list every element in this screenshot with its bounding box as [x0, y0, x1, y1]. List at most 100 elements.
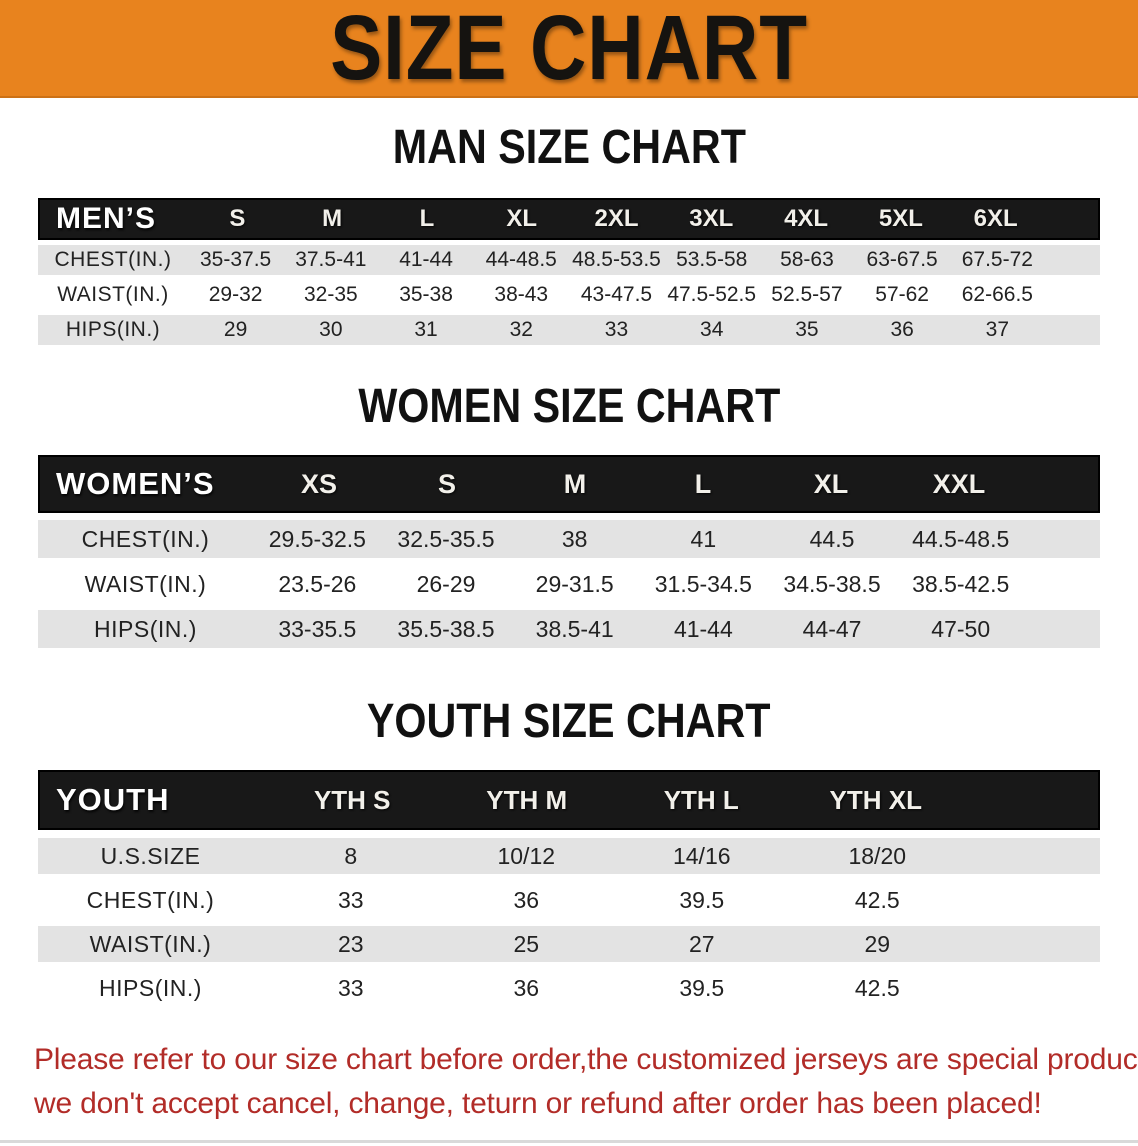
column-header: YTH M: [486, 784, 568, 815]
disclaimer-text: Please refer to our size chart before or…: [0, 1038, 1138, 1126]
size-value: 23.5-26: [278, 570, 357, 597]
size-value: 35: [795, 318, 819, 341]
size-value: 8: [344, 842, 358, 869]
section-men: MAN SIZE CHART MEN’S S M L XL 2XL 3XL 4XL 5XL 6XL…: [0, 124, 1138, 345]
row-label: CHEST(IN.): [54, 248, 172, 271]
disclaimer-line-1: Please refer to our size chart before or…: [34, 1043, 1138, 1076]
size-value: 38.5-41: [535, 615, 614, 642]
size-chart-banner: SIZE CHART: [0, 0, 1138, 98]
size-value: 30: [319, 318, 343, 341]
table-row: WAIST(IN.) 23.5-26 26-29 29-31.5 31.5-34.5 34…: [38, 565, 1100, 603]
size-value: 36: [513, 886, 540, 913]
row-label: WAIST(IN.): [57, 283, 169, 306]
size-value: 37.5-41: [295, 248, 367, 271]
size-value: 43-47.5: [580, 283, 653, 306]
size-value: 38: [561, 525, 588, 552]
size-value: 29-32: [208, 283, 263, 306]
table-row: CHEST(IN.) 29.5-32.5 32.5-35.5 38 41 44.5 44.5…: [38, 520, 1100, 558]
men-size-table: MEN’S S M L XL 2XL 3XL 4XL 5XL 6XL CHEST(IN.) 35-37…: [38, 198, 1100, 345]
size-value: 10/12: [497, 842, 556, 869]
size-value: 27: [688, 930, 715, 957]
column-header: L: [694, 468, 712, 499]
size-value: 35-38: [399, 283, 453, 306]
size-value: 34.5-38.5: [783, 570, 881, 597]
size-value: 58-63: [780, 248, 834, 271]
column-header: XL: [813, 468, 849, 499]
size-value: 36: [513, 974, 540, 1001]
size-value: 47.5-52.5: [667, 283, 757, 306]
size-value: 39.5: [679, 974, 725, 1001]
table-header-row: WOMEN’S XS S M L XL XXL: [38, 455, 1100, 513]
disclaimer-line-2: we don't accept cancel, change, teturn o…: [34, 1087, 1042, 1120]
column-header: YTH L: [663, 784, 739, 815]
size-value: 29-31.5: [535, 570, 614, 597]
size-value: 35.5-38.5: [397, 615, 495, 642]
size-value: 48.5-53.5: [572, 248, 661, 271]
size-value: 41-44: [399, 248, 453, 271]
size-value: 14/16: [672, 842, 731, 869]
size-value: 44.5: [809, 525, 855, 552]
size-value: 29: [864, 930, 891, 957]
size-value: 41-44: [673, 615, 733, 642]
size-value: 31: [414, 318, 438, 341]
size-value: 37: [985, 318, 1010, 341]
size-value: 26-29: [416, 570, 476, 597]
column-header: XXL: [932, 468, 986, 499]
row-label: HIPS(IN.): [94, 615, 197, 642]
row-label: HIPS(IN.): [65, 318, 161, 341]
column-header: L: [419, 205, 435, 232]
size-value: 32: [509, 318, 533, 341]
column-header: S: [229, 205, 246, 232]
table-row: HIPS(IN.) 33 36 39.5 42.5: [38, 970, 1100, 1006]
size-value: 18/20: [848, 842, 907, 869]
section-women: WOMEN SIZE CHART WOMEN’S XS S M L XL XXL CHEST(…: [0, 383, 1138, 648]
size-value: 33: [604, 318, 629, 341]
size-value: 29: [223, 318, 248, 341]
size-value: 36: [890, 318, 914, 341]
size-value: 23: [337, 930, 364, 957]
size-value: 38.5-42.5: [912, 570, 1010, 597]
column-header: 3XL: [689, 205, 734, 232]
size-value: 25: [513, 930, 540, 957]
table-row: WAIST(IN.) 23 25 27 29: [38, 926, 1100, 962]
size-value: 44-48.5: [485, 248, 557, 271]
row-label: WAIST(IN.): [89, 930, 212, 957]
section-youth: YOUTH SIZE CHART YOUTH YTH S YTH M YTH L YTH…: [0, 698, 1138, 1006]
size-value: 42.5: [854, 886, 900, 913]
table-row: HIPS(IN.) 33-35.5 35.5-38.5 38.5-41 41-44 44-…: [38, 610, 1100, 648]
table-header-row: YOUTH YTH S YTH M YTH L YTH XL: [38, 770, 1100, 830]
women-size-table: WOMEN’S XS S M L XL XXL CHEST(IN.) 29.5-32.5 32.5…: [38, 455, 1100, 648]
table-title: MEN’S: [56, 202, 157, 235]
men-section-heading: MAN SIZE CHART: [392, 121, 746, 174]
table-row: WAIST(IN.) 29-32 32-35 35-38 38-43 43-47.5 47.…: [38, 280, 1100, 310]
column-header: 5XL: [878, 205, 923, 232]
size-value: 62-66.5: [961, 283, 1033, 306]
row-label: CHEST(IN.): [81, 525, 210, 552]
column-header: S: [437, 468, 456, 499]
column-header: XL: [506, 205, 538, 232]
row-label: CHEST(IN.): [86, 886, 215, 913]
column-header: M: [563, 468, 587, 499]
size-value: 32.5-35.5: [397, 525, 495, 552]
bottom-divider: [0, 1140, 1138, 1146]
size-value: 35-37.5: [199, 248, 272, 271]
row-label: WAIST(IN.): [84, 570, 207, 597]
table-row: CHEST(IN.) 33 36 39.5 42.5: [38, 882, 1100, 918]
row-label: U.S.SIZE: [100, 842, 201, 869]
size-value: 34: [700, 318, 724, 341]
women-section-heading: WOMEN SIZE CHART: [358, 380, 780, 433]
size-value: 52.5-57: [771, 283, 843, 306]
column-header: YTH S: [313, 784, 391, 815]
table-row: CHEST(IN.) 35-37.5 37.5-41 41-44 44-48.5 48.5…: [38, 245, 1100, 275]
column-header: 2XL: [594, 205, 639, 232]
size-value: 53.5-58: [676, 248, 748, 271]
size-value: 47-50: [931, 615, 991, 642]
size-value: 33: [337, 886, 364, 913]
size-value: 63-67.5: [866, 248, 938, 271]
size-value: 67.5-72: [961, 248, 1033, 271]
page-title: SIZE CHART: [330, 0, 808, 99]
size-value: 42.5: [854, 974, 900, 1001]
table-title: WOMEN’S: [56, 466, 215, 501]
column-header: 6XL: [973, 205, 1018, 232]
size-value: 39.5: [679, 886, 725, 913]
